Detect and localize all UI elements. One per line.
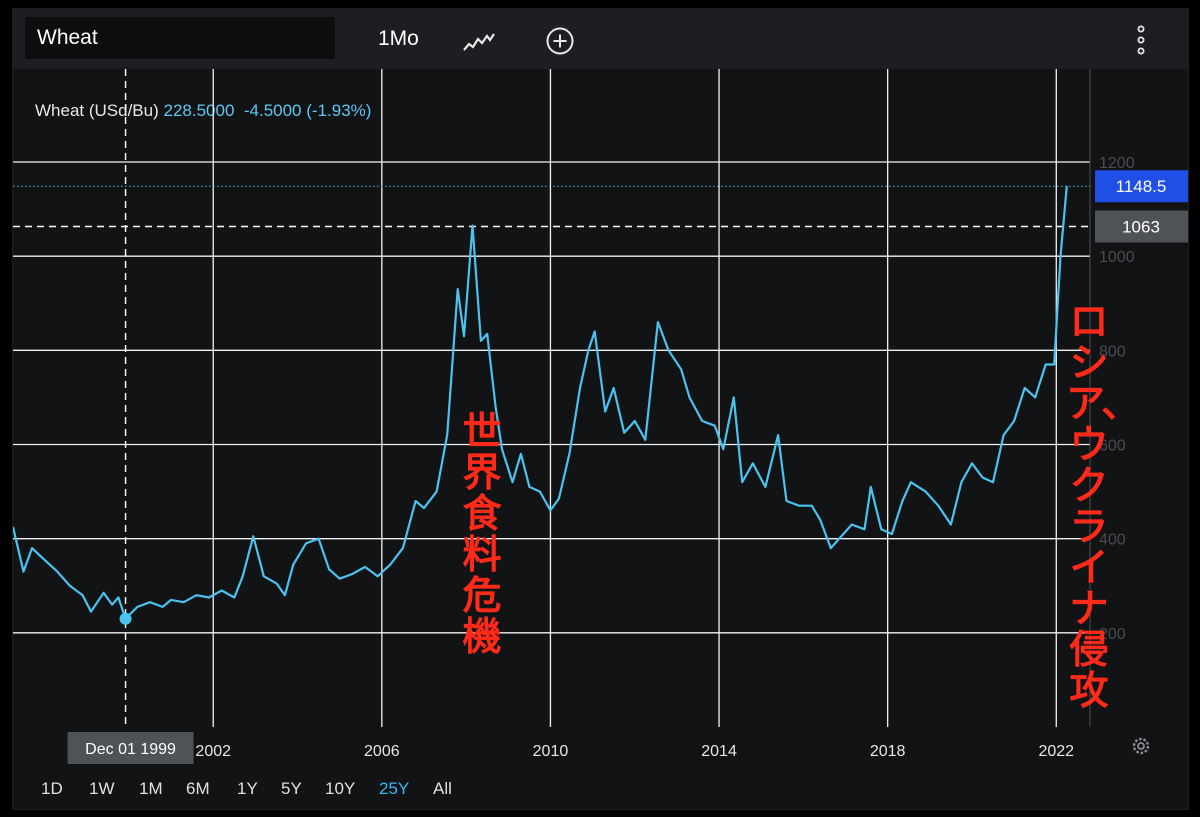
crosshair-price-box [1095, 210, 1188, 243]
line-chart-icon[interactable] [463, 31, 495, 53]
legend-last-price: 228.5000 [163, 101, 235, 120]
crosshair-point [119, 612, 132, 625]
y-tick-label: 1200 [1099, 155, 1135, 172]
x-tick-label: 2002 [195, 743, 231, 760]
legend-change: -4.5000 (-1.93%) [243, 101, 372, 120]
period-selector[interactable]: 1Mo [378, 27, 419, 50]
gear-icon[interactable] [1129, 734, 1153, 758]
chart-legend: Wheat (USd/Bu) 228.5000 -4.5000 (-1.93%) [35, 101, 371, 121]
crosshair-price-label: 1063 [1122, 218, 1160, 237]
series-line-wheat [13, 186, 1068, 620]
legend-series-name: Wheat (USd/Bu) [35, 101, 159, 120]
crosshair-date-label: Dec 01 1999 [85, 741, 176, 758]
toolbar: Wheat 1Mo [13, 9, 1188, 69]
x-tick-label: 2014 [701, 743, 737, 760]
vertical-ellipsis-icon[interactable] [1136, 25, 1146, 55]
symbol-search-input[interactable]: Wheat [25, 17, 335, 59]
range-button-6m[interactable]: 6M [186, 779, 210, 798]
x-tick-label: 2006 [364, 743, 400, 760]
chart-panel: Wheat 1Mo Wheat (USd/Bu) 228.5000 -4.500… [12, 8, 1189, 810]
range-button-5y[interactable]: 5Y [281, 779, 302, 798]
annotation-ukraine-invasion: ロシア、ウクライナ侵攻 [1066, 299, 1141, 714]
plus-circle-icon[interactable] [545, 26, 575, 56]
crosshair-date-box [67, 732, 194, 764]
range-button-1y[interactable]: 1Y [237, 779, 258, 798]
x-tick-label: 2022 [1038, 743, 1074, 760]
range-button-all[interactable]: All [433, 779, 452, 798]
x-tick-label: 2018 [870, 743, 906, 760]
last-price-label: 1148.5 [1116, 177, 1167, 196]
range-button-25y[interactable]: 25Y [379, 779, 410, 798]
last-price-box [1095, 170, 1188, 203]
annotation-food-crisis: 世界食料危機 [462, 409, 502, 660]
range-button-1w[interactable]: 1W [89, 779, 115, 798]
y-tick-label: 200 [1099, 626, 1126, 643]
x-tick-label: 2010 [533, 743, 569, 760]
range-button-10y[interactable]: 10Y [325, 779, 356, 798]
y-tick-label: 400 [1099, 532, 1126, 549]
y-tick-label: 1000 [1099, 249, 1135, 266]
price-chart[interactable]: 200 400 600 800 1000 1200 2002 2006 2010 2014 2018… [13, 9, 1188, 809]
y-tick-label: 600 [1099, 438, 1126, 455]
range-button-1m[interactable]: 1M [139, 779, 163, 798]
range-button-1d[interactable]: 1D [41, 779, 63, 798]
y-tick-label: 800 [1099, 343, 1126, 360]
